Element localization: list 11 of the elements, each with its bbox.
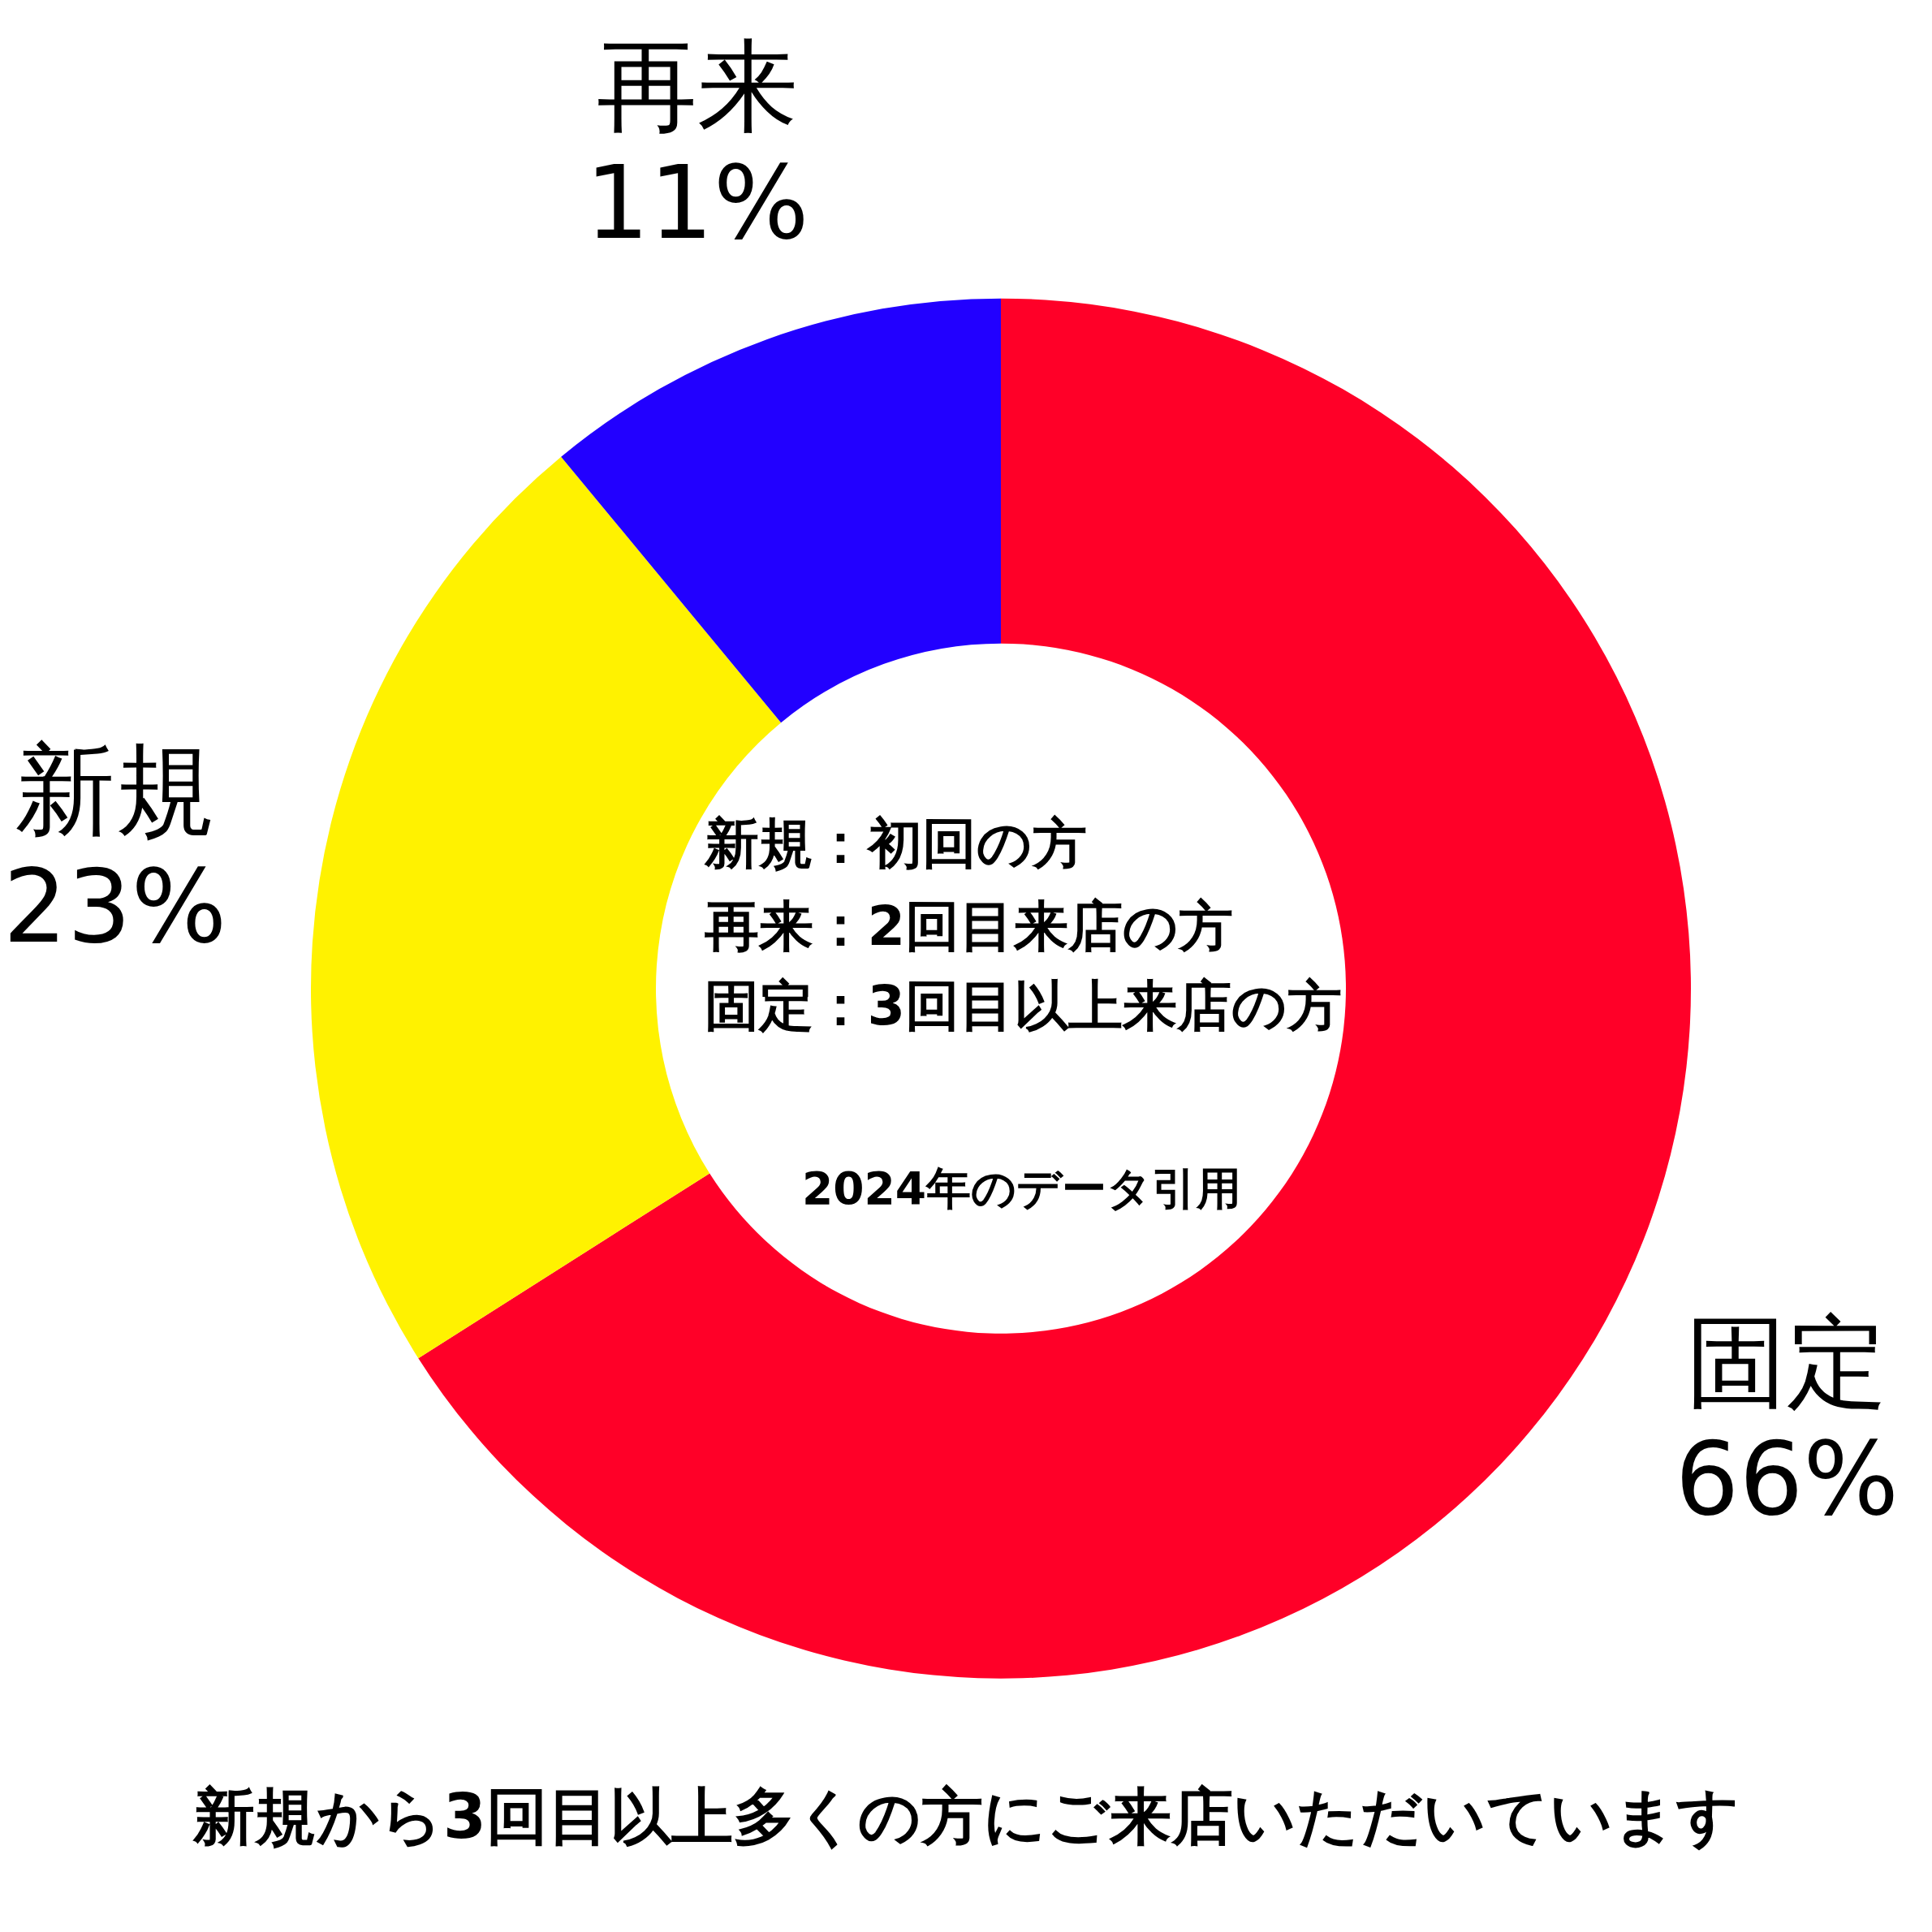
slice-label: 固定 <box>1686 1304 1888 1421</box>
data-label: 11% <box>584 144 809 262</box>
text: 新規から3回目以上多くの方にご来店いただいています <box>192 1780 1740 1853</box>
slice-label: 新規 <box>14 731 216 848</box>
text: 固定：3回目以上来店の方 <box>704 973 1343 1037</box>
text: 再来：2回目来店の方 <box>703 895 1234 959</box>
text: 2024年のデータ引用 <box>801 1162 1242 1215</box>
data-label: 23% <box>2 847 227 965</box>
text: 新規：初回の方 <box>703 812 1087 876</box>
data-label: 66% <box>1675 1421 1900 1538</box>
slice-label: 再来 <box>596 28 798 145</box>
